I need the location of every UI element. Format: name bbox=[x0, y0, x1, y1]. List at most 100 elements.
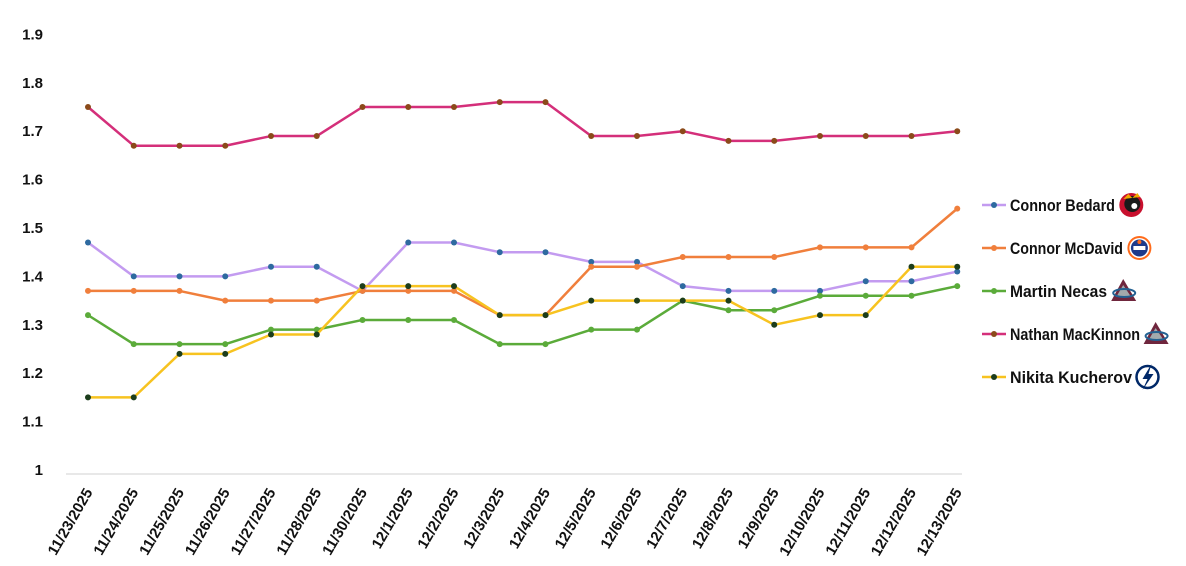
data-point bbox=[176, 341, 183, 348]
data-point bbox=[222, 142, 229, 149]
x-tick-label: 11/27/2025 bbox=[228, 486, 280, 559]
data-point bbox=[634, 133, 640, 140]
data-point bbox=[451, 239, 457, 246]
data-point bbox=[908, 244, 915, 251]
y-tick-label: 1.6 bbox=[22, 172, 43, 189]
series-line bbox=[87, 284, 958, 346]
legend-label: Martin Necas bbox=[1010, 282, 1107, 301]
data-point bbox=[771, 287, 778, 294]
y-tick-label: 1.3 bbox=[22, 317, 43, 334]
data-point bbox=[634, 258, 640, 265]
data-point bbox=[634, 326, 640, 333]
data-point bbox=[176, 287, 183, 294]
legend-label: Nikita Kucherov bbox=[1010, 368, 1133, 387]
data-point bbox=[588, 297, 595, 304]
data-point bbox=[313, 133, 320, 140]
x-tick-label: 12/7/2025 bbox=[643, 486, 691, 552]
data-point bbox=[725, 287, 732, 294]
series-connor-mcdavid bbox=[85, 205, 961, 319]
data-point bbox=[313, 263, 320, 270]
series-martin-necas bbox=[85, 283, 961, 348]
data-point bbox=[634, 263, 640, 270]
y-axis: 1 1.1 1.2 1.3 1.4 1.5 1.6 1.7 1.8 1.9 bbox=[22, 26, 44, 479]
data-point bbox=[542, 99, 549, 106]
data-point bbox=[817, 292, 823, 299]
data-point bbox=[496, 249, 503, 256]
data-point bbox=[176, 273, 183, 280]
data-point bbox=[405, 283, 412, 290]
data-point bbox=[817, 312, 823, 319]
data-point bbox=[588, 326, 595, 333]
legend-marker bbox=[991, 331, 997, 337]
data-point bbox=[405, 316, 412, 323]
data-point bbox=[268, 263, 274, 270]
data-point bbox=[130, 341, 137, 348]
icon-shape bbox=[1116, 285, 1132, 297]
icon-shape bbox=[1131, 203, 1138, 209]
data-point bbox=[130, 142, 137, 149]
data-point bbox=[85, 287, 91, 294]
x-tick-label: 12/1/2025 bbox=[369, 486, 417, 552]
data-point bbox=[725, 307, 732, 314]
data-point bbox=[85, 312, 91, 319]
data-point bbox=[679, 254, 686, 261]
legend-label: Connor Bedard bbox=[1010, 196, 1115, 215]
legend-item: Martin Necas bbox=[982, 279, 1137, 301]
blackhawks-logo-icon bbox=[1119, 193, 1144, 217]
avalanche-logo-icon bbox=[1143, 322, 1169, 344]
legend-item: Nikita Kucherov bbox=[982, 364, 1160, 390]
data-point bbox=[130, 394, 137, 401]
x-tick-label: 11/30/2025 bbox=[319, 486, 371, 559]
data-point bbox=[313, 331, 320, 338]
data-point bbox=[542, 312, 549, 319]
y-tick-label: 1 bbox=[35, 462, 43, 479]
data-point bbox=[954, 205, 961, 212]
x-tick-label: 12/8/2025 bbox=[689, 486, 737, 552]
y-tick-label: 1.2 bbox=[22, 365, 43, 382]
x-tick-label: 12/6/2025 bbox=[597, 486, 645, 552]
y-tick-label: 1.5 bbox=[22, 220, 43, 237]
x-tick-label: 11/24/2025 bbox=[90, 486, 142, 559]
icon-shape bbox=[1123, 193, 1141, 199]
data-point bbox=[222, 273, 229, 280]
data-point bbox=[268, 331, 274, 338]
series-nikita-kucherov bbox=[85, 263, 961, 401]
series-line bbox=[87, 100, 958, 147]
data-point bbox=[771, 254, 778, 261]
icon-shape bbox=[1144, 331, 1169, 341]
data-point bbox=[908, 133, 915, 140]
data-point bbox=[496, 312, 503, 319]
legend-label: Connor McDavid bbox=[1010, 239, 1123, 258]
legend-marker bbox=[991, 202, 997, 208]
data-point bbox=[862, 278, 869, 285]
icon-shape bbox=[1135, 364, 1160, 390]
data-point bbox=[176, 350, 183, 357]
data-point bbox=[222, 341, 229, 348]
data-point bbox=[817, 133, 823, 140]
icon-shape bbox=[1112, 288, 1137, 298]
data-point bbox=[954, 268, 961, 275]
data-point bbox=[130, 273, 137, 280]
data-point bbox=[679, 128, 686, 135]
data-point bbox=[451, 316, 457, 323]
data-point bbox=[451, 287, 457, 294]
data-point bbox=[817, 244, 823, 251]
legend: Connor Bedard Connor McDavid Martin Necas N… bbox=[982, 193, 1169, 390]
data-point bbox=[771, 321, 778, 328]
data-point bbox=[908, 292, 915, 299]
data-point bbox=[222, 350, 229, 357]
data-point bbox=[862, 244, 869, 251]
data-point bbox=[862, 133, 869, 140]
data-point bbox=[771, 307, 778, 314]
legend-marker bbox=[991, 245, 997, 251]
x-tick-label: 12/2/2025 bbox=[414, 486, 462, 552]
data-point bbox=[496, 341, 503, 348]
data-point bbox=[130, 287, 137, 294]
data-point bbox=[359, 316, 366, 323]
plot-area bbox=[85, 99, 961, 401]
data-point bbox=[908, 278, 915, 285]
data-point bbox=[359, 283, 366, 290]
legend-item: Nathan MacKinnon bbox=[982, 322, 1169, 344]
y-tick-label: 1.4 bbox=[22, 268, 44, 285]
data-point bbox=[771, 137, 778, 144]
